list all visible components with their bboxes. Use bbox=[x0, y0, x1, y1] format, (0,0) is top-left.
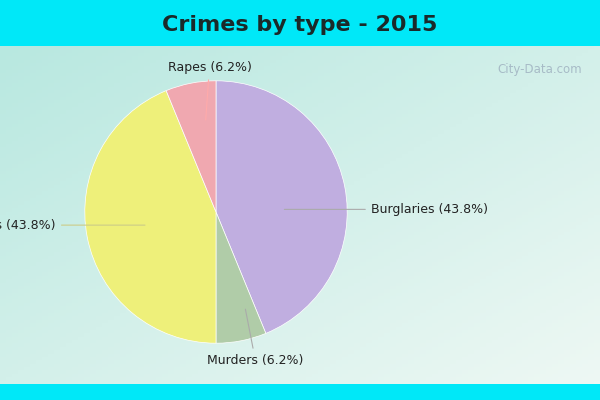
Wedge shape bbox=[166, 81, 216, 212]
Text: Thefts (43.8%): Thefts (43.8%) bbox=[0, 219, 145, 232]
Text: Murders (6.2%): Murders (6.2%) bbox=[207, 309, 304, 367]
Text: Burglaries (43.8%): Burglaries (43.8%) bbox=[284, 203, 488, 216]
Text: Crimes by type - 2015: Crimes by type - 2015 bbox=[163, 15, 437, 35]
Text: City-Data.com: City-Data.com bbox=[497, 63, 582, 76]
Wedge shape bbox=[85, 91, 216, 343]
Text: Rapes (6.2%): Rapes (6.2%) bbox=[167, 61, 251, 120]
Wedge shape bbox=[216, 212, 266, 343]
Wedge shape bbox=[216, 81, 347, 333]
